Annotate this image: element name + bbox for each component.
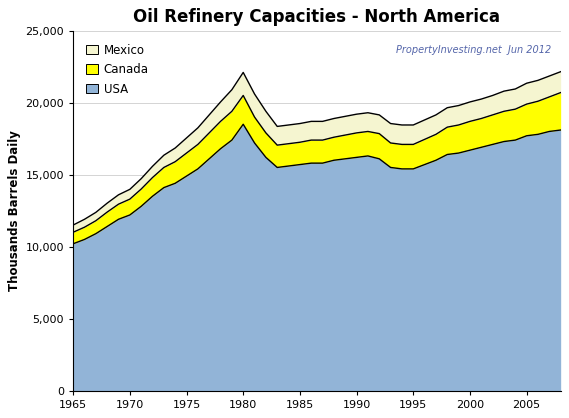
Title: Oil Refinery Capacities - North America: Oil Refinery Capacities - North America [133,8,500,26]
Y-axis label: Thousands Barrels Daily: Thousands Barrels Daily [9,130,21,291]
Legend: Mexico, Canada, USA: Mexico, Canada, USA [79,36,156,103]
Text: PropertyInvesting.net  Jun 2012: PropertyInvesting.net Jun 2012 [395,45,551,55]
